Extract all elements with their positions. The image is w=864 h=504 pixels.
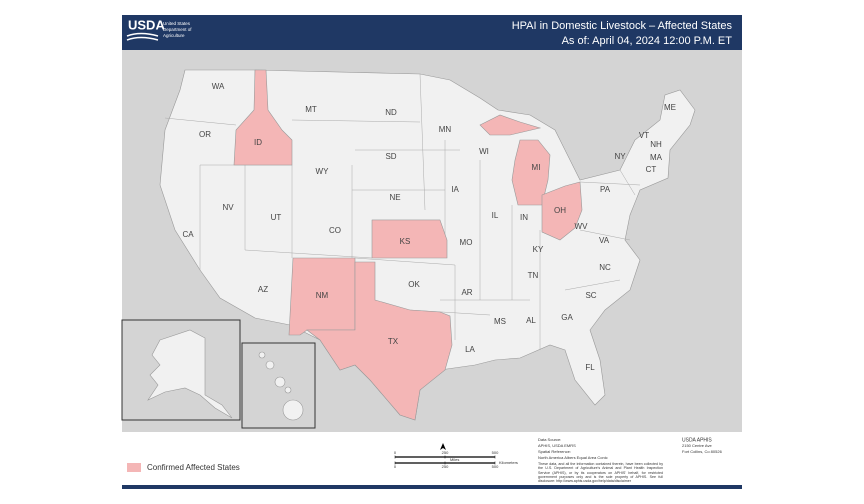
state-label: MN — [439, 125, 452, 134]
state-label: AL — [526, 316, 536, 325]
state-label: UT — [271, 213, 282, 222]
state-label: WA — [212, 82, 225, 91]
state-label: AZ — [258, 285, 268, 294]
header-bar — [122, 15, 742, 50]
state-label: SD — [385, 152, 396, 161]
logo: USDA — [128, 17, 165, 32]
state-label: OH — [554, 206, 566, 215]
scale-unit: Miles — [450, 457, 459, 462]
state-label: CT — [646, 165, 657, 174]
affected-state — [479, 114, 542, 136]
state-label: NV — [222, 203, 234, 212]
disclaimer: These data, and all the information cont… — [538, 462, 663, 484]
legend-swatch — [127, 463, 141, 472]
scale-bar: 0250500Miles0250500KilometersKilometers — [394, 450, 518, 469]
state-label: ID — [254, 138, 262, 147]
state-label: VT — [639, 131, 649, 140]
state-label: MI — [532, 163, 541, 172]
state-label: CA — [182, 230, 194, 239]
state-label: MA — [650, 153, 663, 162]
source-line: Spatial Reference: — [538, 449, 571, 454]
scale-tick-label: 500 — [492, 450, 499, 455]
state-label: NE — [389, 193, 400, 202]
state-label: SC — [585, 291, 596, 300]
state-label: KY — [533, 245, 544, 254]
state-label: NY — [614, 152, 626, 161]
contact-line: Fort Collins, Co 80526 — [682, 449, 723, 454]
state-label: WV — [575, 222, 589, 231]
state-label: AR — [461, 288, 472, 297]
state-label: NM — [316, 291, 329, 300]
affected-state — [541, 181, 583, 241]
scale-tick-label: 250 — [442, 450, 449, 455]
state-label: IL — [492, 211, 499, 220]
states-layer: WA OR CA NV ID MT WY UT CO AZ NM ND SD NE KS OK TX MN IA MO… — [182, 69, 676, 421]
state-label: FL — [585, 363, 595, 372]
legend-label: Confirmed Affected States — [147, 463, 240, 472]
state-label: MT — [305, 105, 317, 114]
title: HPAI in Domestic Livestock – Affected St… — [512, 20, 733, 32]
logo-mark — [126, 32, 159, 41]
source-line: North America Albers Equal Area Conic — [538, 455, 608, 460]
contact-line: USDA APHIS — [682, 437, 712, 443]
affected-state — [371, 219, 448, 259]
footer-bar — [122, 485, 742, 489]
scale-tick-label: 250 — [442, 464, 449, 469]
state-label: LA — [465, 345, 475, 354]
state-label: TN — [528, 271, 539, 280]
disclaimer-box: These data, and all the information cont… — [538, 462, 663, 484]
inset-shape — [147, 329, 233, 419]
state-label: ME — [664, 103, 676, 112]
state-label: WY — [316, 167, 330, 176]
state-label: IN — [520, 213, 528, 222]
agency-line: United States — [163, 21, 191, 26]
state-label: OK — [408, 280, 420, 289]
state-label: MO — [460, 238, 473, 247]
contact-line: 2150 Centre Ave — [682, 443, 713, 448]
scale-tick-label: 500 — [492, 464, 499, 469]
state-label: KS — [400, 237, 411, 246]
source-line: APHIS, USDA EMRS — [538, 443, 576, 448]
scale-unit: Kilometers — [499, 460, 518, 465]
state-label: VA — [599, 236, 610, 245]
source-line: Data Source: — [538, 437, 561, 442]
state-label: NC — [599, 263, 611, 272]
north-arrow — [440, 443, 446, 450]
state-label: IA — [451, 185, 459, 194]
affected-state — [306, 261, 453, 421]
state-label: MS — [494, 317, 506, 326]
subtitle: As of: April 04, 2024 12:00 P.M. ET — [562, 35, 733, 47]
agency-line: Department of — [163, 27, 192, 32]
scale-tick-label: 0 — [394, 450, 397, 455]
inset-shape — [258, 351, 304, 421]
state-label: GA — [561, 313, 573, 322]
state-label: TX — [388, 337, 399, 346]
affected-state — [233, 69, 293, 166]
state-label: NH — [650, 140, 662, 149]
agency-line: Agriculture — [163, 33, 185, 38]
state-label: WI — [479, 147, 489, 156]
state-label: OR — [199, 130, 211, 139]
state-label: ND — [385, 108, 397, 117]
state-label: CO — [329, 226, 341, 235]
scale-tick-label: 0 — [394, 464, 397, 469]
state-label: PA — [600, 185, 611, 194]
